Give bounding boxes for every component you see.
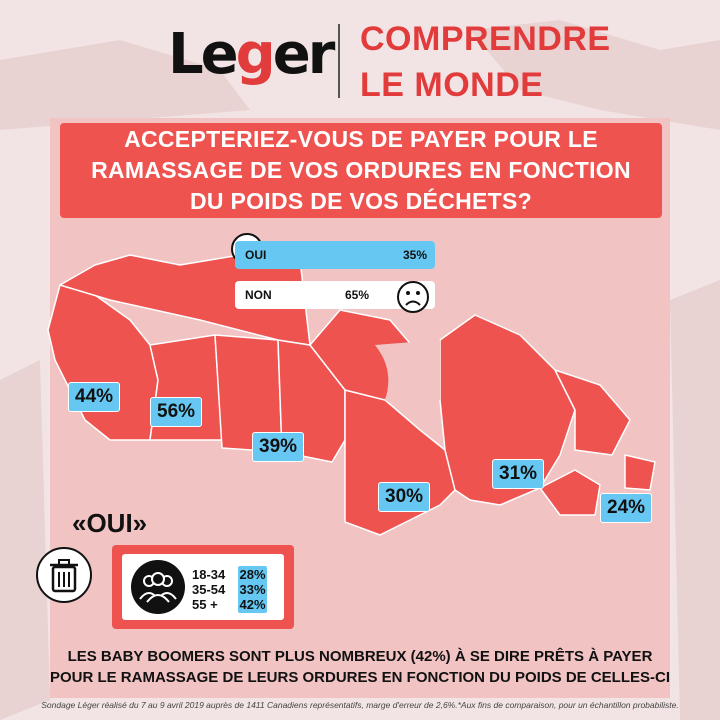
answer-label-non: NON	[245, 288, 272, 302]
survey-question: ACCEPTERIEZ-VOUS DE PAYER POUR LE RAMASS…	[60, 123, 662, 218]
answer-value-non: 65%	[345, 288, 370, 302]
age-range-18-34: 18-34	[192, 567, 226, 582]
question-line-1: ACCEPTERIEZ-VOUS DE PAYER POUR LE	[124, 126, 598, 152]
bc-shape	[47, 284, 159, 441]
answer-label-oui: OUI	[245, 248, 267, 262]
newfoundland-shape	[624, 454, 656, 491]
question-line-3: DU POIDS DE VOS DÉCHETS?	[189, 188, 532, 214]
tagline-line-2: LE MONDE	[360, 66, 544, 104]
tagline: COMPRENDRE LE MONDE	[360, 16, 611, 108]
oui-section-title: «OUI»	[72, 508, 148, 538]
conclusion-line-1: LES BABY BOOMERS SONT PLUS NOMBREUX (42%…	[67, 648, 653, 665]
age-value-35-54: 33%	[239, 582, 266, 597]
province-value-ontario: 30%	[378, 482, 431, 512]
province-value-atlantic: 24%	[600, 493, 653, 523]
age-range-list: 18-34 35-54 55 +	[192, 567, 225, 612]
tagline-line-1: COMPRENDRE	[360, 20, 611, 58]
age-value-list: 28% 33% 42%	[238, 566, 267, 613]
logo-divider	[338, 24, 340, 98]
maritimes-shape	[539, 469, 601, 516]
survey-footnote: Sondage Léger réalisé du 7 au 9 avril 20…	[41, 700, 679, 710]
province-value-manitoba-saskatchewan: 39%	[252, 432, 305, 462]
answer-bar-oui: OUI 35%	[235, 241, 435, 269]
labrador-shape	[554, 369, 631, 456]
header: Leger COMPRENDRE LE MONDE	[0, 0, 720, 118]
age-range-55-plus: 55 +	[192, 597, 218, 612]
age-value-55-plus: 42%	[239, 597, 266, 612]
age-range-35-54: 35-54	[192, 582, 226, 597]
trash-can-icon	[36, 547, 92, 603]
conclusion-text: LES BABY BOOMERS SONT PLUS NOMBREUX (42%…	[0, 646, 720, 688]
leger-logo: Leger	[168, 22, 335, 87]
province-value-bc: 44%	[68, 382, 121, 412]
hudson-bay	[375, 340, 440, 410]
answer-value-oui: 35%	[402, 248, 427, 262]
province-value-quebec: 31%	[492, 459, 545, 489]
province-value-alberta: 56%	[150, 397, 203, 427]
question-line-2: RAMASSAGE DE VOS ORDURES EN FONCTION	[91, 157, 631, 183]
people-group-icon	[131, 560, 185, 614]
age-value-18-34: 28%	[239, 567, 266, 582]
sad-face-icon	[397, 281, 429, 313]
conclusion-line-2: POUR LE RAMASSAGE DE LEURS ORDURES EN FO…	[49, 669, 671, 686]
ontario-shape	[344, 389, 456, 536]
